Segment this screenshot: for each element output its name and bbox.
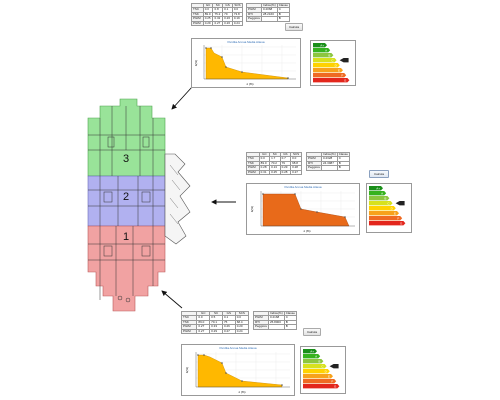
class-label: A xyxy=(325,48,327,52)
class-label: D xyxy=(335,63,338,67)
class-bar-e xyxy=(303,374,333,379)
class-label: G xyxy=(334,384,337,388)
class-bar-c xyxy=(303,364,327,369)
class-bar-a xyxy=(313,48,331,53)
class-bar-d xyxy=(303,369,330,374)
plan-walls xyxy=(88,106,165,303)
class-label: E xyxy=(394,211,396,215)
class-label: B xyxy=(318,359,320,363)
class-bar-aplus xyxy=(369,186,383,191)
class-bar-a xyxy=(303,354,321,359)
class-label: A+ xyxy=(376,186,380,190)
panel-1-table: GC SC GS SCS TSC 0.0 0.8 0.1 0.0 TSK 89.0 75.2 79 7… xyxy=(191,2,244,27)
panel-1-chart: Perdita Annua Media Attesa λ (%) λ(%) xyxy=(191,38,301,88)
panel-1-class-scale: A+ A B C D E F G xyxy=(310,40,356,86)
class-label: F xyxy=(341,73,343,77)
panel-1-chart-svg: λ (%) λ(%) xyxy=(194,45,296,86)
panel-2-table: GC SC GS SCS TSC 0.0 1.7 0.7 0.0 TSK 89.0 70.2 79 6… xyxy=(246,151,302,176)
class-label: A+ xyxy=(320,43,324,47)
selected-class-marker xyxy=(329,364,339,369)
panel-2-loss-area xyxy=(262,193,350,227)
class-label: D xyxy=(391,206,394,210)
class-label: B xyxy=(328,53,330,57)
selected-class-marker xyxy=(339,58,349,63)
panel-2-chart-xlabel: λ (%) xyxy=(304,229,311,233)
panel-2-chart-svg: λ (%) λ(%) xyxy=(250,191,355,233)
class-label: D xyxy=(325,369,328,373)
class-label: B xyxy=(384,196,386,200)
class-label: A xyxy=(381,191,383,195)
panel-1-info-table: Indice(%) Classe PGIM 0.2068 C RTI 28.2160 B … xyxy=(245,2,290,22)
class-bar-d xyxy=(313,63,340,68)
panel-2-chart: Perdita Annua Media Attesa λ (%) λ(%) xyxy=(246,183,360,235)
panel-1-chart-xlabel: λ (%) xyxy=(247,82,254,86)
class-bar-g xyxy=(303,384,340,389)
panel-3-calcola-button[interactable]: Calcola xyxy=(303,328,321,336)
panel-1-chart-title: Perdita Annua Media Attesa xyxy=(227,40,265,44)
class-bar-f xyxy=(369,216,403,221)
panel-2-info-table: Indice(%) Classe PGIM 0.2328 C RTI 24.3987 B … xyxy=(305,151,350,171)
class-bar-f xyxy=(313,73,347,78)
class-bar-aplus xyxy=(313,43,327,48)
panel-2-chart-ylabel: λ(%) xyxy=(250,206,254,212)
class-bar-f xyxy=(303,379,337,384)
floor-3-label: 3 xyxy=(123,153,129,165)
class-label: E xyxy=(338,68,340,72)
class-label: G xyxy=(400,221,403,225)
panel-3-table: GC SC GS SCS TSC 0.0 0.5 0.1 0.0 TSK 89.0 70.1 75 6… xyxy=(180,310,250,335)
selected-class-marker xyxy=(395,201,405,206)
class-bar-g xyxy=(369,221,406,226)
class-label: E xyxy=(328,374,330,378)
arrow-floor-3 xyxy=(171,86,193,110)
panel-2-chart-title: Perdita Annua Media Attesa xyxy=(284,185,322,189)
panel-3-class-scale: A+ A B C D E F G xyxy=(300,346,346,394)
panel-2-class-scale: A+ A B C D E F G xyxy=(366,183,412,233)
panel-3-chart-title: Perdita Annua Media Attesa xyxy=(219,346,257,350)
stair-wing xyxy=(164,153,191,245)
floor-2-label: 2 xyxy=(123,191,129,203)
floor-1-zone xyxy=(87,225,166,312)
panel-1-chart-ylabel: λ(%) xyxy=(194,60,198,66)
class-bar-g xyxy=(313,78,350,83)
class-label: F xyxy=(331,379,333,383)
class-bar-c xyxy=(313,58,337,63)
panel-3-chart-xlabel: λ (%) xyxy=(239,390,246,394)
class-label: A+ xyxy=(310,349,314,353)
class-label: C xyxy=(321,364,324,368)
class-bar-b xyxy=(369,196,390,201)
panel-1-loss-area xyxy=(205,47,289,80)
class-label: C xyxy=(387,201,390,205)
panel-3-loss-area xyxy=(197,354,283,388)
class-bar-b xyxy=(303,359,324,364)
panel-3-chart: Perdita Annua Media Attesa λ (%) λ(%) xyxy=(181,344,295,396)
class-bar-a xyxy=(369,191,387,196)
panel-3-info-table: Indice(%) Classe PGIM 0.2168 C RTI 25.8000 B … xyxy=(252,310,297,330)
class-label: F xyxy=(397,216,399,220)
class-bar-d xyxy=(369,206,396,211)
floor-1-label: 1 xyxy=(123,231,129,243)
class-bar-aplus xyxy=(303,349,317,354)
class-label: C xyxy=(331,58,334,62)
panel-3-chart-ylabel: λ(%) xyxy=(185,367,189,373)
class-bar-e xyxy=(369,211,399,216)
class-bar-e xyxy=(313,68,343,73)
panel-1-calcola-button[interactable]: Calcola xyxy=(285,23,303,31)
panel-3-chart-svg: λ (%) λ(%) xyxy=(185,352,290,394)
class-bar-c xyxy=(369,201,393,206)
arrow-floor-1 xyxy=(161,290,183,309)
panel-2-calcola-button[interactable]: Calcola xyxy=(369,170,389,178)
class-label: G xyxy=(344,78,347,82)
class-bar-b xyxy=(313,53,334,58)
class-label: A xyxy=(315,354,317,358)
